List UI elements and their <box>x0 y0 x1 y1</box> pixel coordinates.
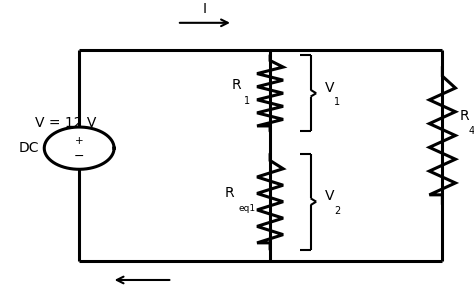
Text: V = 12 V: V = 12 V <box>35 116 96 130</box>
Text: R: R <box>224 186 234 200</box>
Text: 1: 1 <box>244 96 250 106</box>
Text: 2: 2 <box>334 206 340 216</box>
Text: V: V <box>325 81 334 95</box>
Text: eq1: eq1 <box>238 205 255 214</box>
Text: −: − <box>74 150 84 163</box>
Text: 1: 1 <box>334 97 340 108</box>
Text: I: I <box>203 2 207 16</box>
Text: R: R <box>460 109 470 123</box>
Text: V: V <box>325 189 334 203</box>
Text: 4: 4 <box>468 126 474 136</box>
Text: +: + <box>75 136 83 146</box>
Text: R: R <box>231 78 241 92</box>
Text: DC: DC <box>19 141 40 155</box>
